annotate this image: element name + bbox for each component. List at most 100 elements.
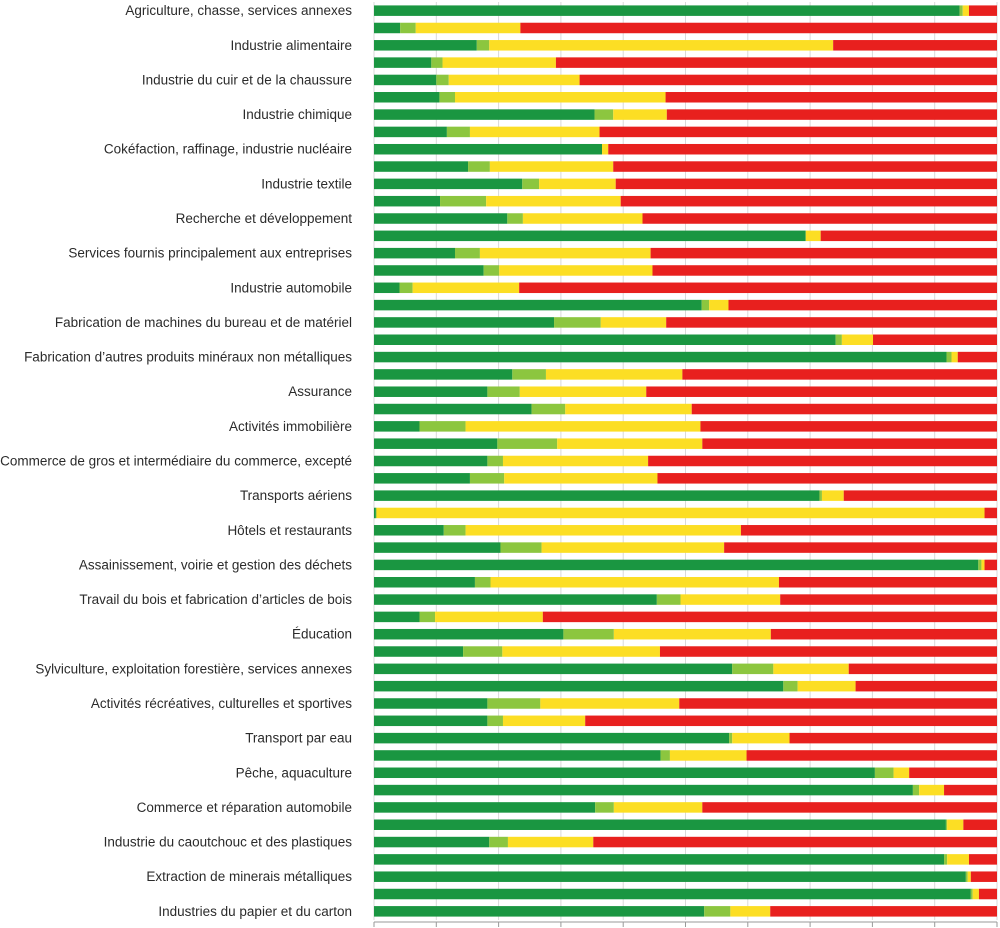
bar-segment-lightgreen xyxy=(489,836,508,848)
bar-segment-yellow xyxy=(454,92,666,103)
bar-segment-yellow xyxy=(522,213,643,224)
bar-segment-red xyxy=(978,888,997,900)
bar-segment-yellow xyxy=(962,5,969,16)
category-label: Extraction de minerais métalliques xyxy=(146,869,352,884)
bar-segment-green xyxy=(374,161,469,172)
bar-segment-green xyxy=(374,299,702,311)
bar-segment-green xyxy=(374,369,513,380)
bar-segment-red xyxy=(652,265,997,276)
bar-segment-lightgreen xyxy=(912,784,920,796)
bar-segment-red xyxy=(963,819,997,830)
category-labels: Agriculture, chasse, services annexes Ind… xyxy=(0,3,352,919)
bar-segment-lightgreen xyxy=(474,577,491,588)
bar-segment-green xyxy=(374,5,960,16)
bar-segment-yellow xyxy=(602,143,609,155)
bar-segment-green xyxy=(374,663,733,675)
category-label: Transport par eau xyxy=(245,731,352,746)
bar-segment-yellow xyxy=(841,334,874,345)
bar-segment-lightgreen xyxy=(487,386,520,397)
bar-segment-green xyxy=(374,698,488,709)
category-label: Assainissement, voirie et gestion des dé… xyxy=(79,557,352,572)
bar-segment-green xyxy=(374,490,820,501)
bar-segment-lightgreen xyxy=(469,473,505,484)
bar-segment-lightgreen xyxy=(729,732,733,744)
bar-segment-green xyxy=(374,126,447,138)
bar-segment-green xyxy=(374,317,555,328)
bar-segment-lightgreen xyxy=(944,854,948,865)
bar-segment-green xyxy=(374,646,464,657)
category-label: Industries du papier et du carton xyxy=(158,904,352,919)
bar-segment-yellow xyxy=(502,646,660,657)
bar-segment-yellow xyxy=(540,698,680,709)
bar-segment-green xyxy=(374,57,432,68)
bar-segment-red xyxy=(679,698,997,709)
bar-segment-lightgreen xyxy=(970,888,973,900)
bar-segment-lightgreen xyxy=(819,490,822,501)
bar-segment-red xyxy=(820,230,997,242)
category-label: Travail du bois et fabrication d’article… xyxy=(79,592,352,607)
bar-segment-yellow xyxy=(709,299,729,311)
bar-segment-red xyxy=(848,663,997,675)
bar-segment-green xyxy=(374,74,437,86)
bar-segment-green xyxy=(374,421,420,432)
bar-segment-yellow xyxy=(565,403,692,415)
bar-segment-green xyxy=(374,351,947,363)
bar-segment-yellow xyxy=(951,351,958,363)
bar-segment-yellow xyxy=(821,490,844,501)
bar-segment-lightgreen xyxy=(704,906,731,917)
bar-segment-lightgreen xyxy=(436,74,449,86)
category-label: Industrie chimique xyxy=(242,107,352,122)
bar-segment-yellow xyxy=(613,628,771,640)
bar-segment-lightgreen xyxy=(946,351,952,363)
bar-segment-yellow xyxy=(486,195,621,207)
bar-segment-yellow xyxy=(415,22,521,34)
bar-segment-red xyxy=(615,178,997,190)
category-label: Industrie alimentaire xyxy=(230,38,352,53)
bar-segment-red xyxy=(682,369,997,380)
bar-segment-lightgreen xyxy=(701,299,710,311)
bar-segment-lightgreen xyxy=(463,646,503,657)
bar-segment-green xyxy=(374,178,523,190)
bar-segment-green xyxy=(374,40,477,51)
bar-segment-yellow xyxy=(448,74,580,86)
bar-segment-red xyxy=(702,802,997,813)
bar-segment-lightgreen xyxy=(522,178,540,190)
bar-segment-green xyxy=(374,507,376,519)
category-label: Industrie textile xyxy=(261,176,352,191)
bar-segment-green xyxy=(374,542,501,553)
bar-segment-green xyxy=(374,109,595,120)
bar-segment-lightgreen xyxy=(783,680,798,692)
bar-segment-yellow xyxy=(981,559,985,571)
bar-segment-green xyxy=(374,525,444,536)
bar-segment-red xyxy=(984,507,997,519)
category-label: Transports aériens xyxy=(240,488,352,503)
bar-segment-lightgreen xyxy=(512,369,546,380)
bar-segment-red xyxy=(740,525,997,536)
bar-segment-green xyxy=(374,473,470,484)
x-axis xyxy=(373,921,998,927)
bar-segment-red xyxy=(770,906,997,917)
bar-segment-yellow xyxy=(967,871,971,882)
bar-segment-red xyxy=(599,126,997,138)
bar-segment-yellow xyxy=(465,525,741,536)
bar-segment-yellow xyxy=(465,421,701,432)
bar-segment-lightgreen xyxy=(454,247,480,259)
bar-segment-red xyxy=(968,854,998,865)
bar-segment-green xyxy=(374,611,420,623)
bar-segment-yellow xyxy=(502,715,586,727)
category-label: Assurance xyxy=(288,384,352,399)
bar-segment-lightgreen xyxy=(443,525,466,536)
bar-segment-green xyxy=(374,265,484,276)
bar-segment-red xyxy=(642,213,997,224)
bar-segment-yellow xyxy=(502,455,649,467)
bar-segment-red xyxy=(843,490,997,501)
bar-segment-red xyxy=(657,473,998,484)
bar-segment-yellow xyxy=(469,126,600,138)
bar-segment-lightgreen xyxy=(487,455,503,467)
bar-segment-yellow xyxy=(805,230,821,242)
bar-segment-red xyxy=(780,594,997,605)
bar-segment-red xyxy=(833,40,997,51)
bar-segment-red xyxy=(519,282,997,294)
bar-segment-lightgreen xyxy=(978,559,982,571)
bar-segment-yellow xyxy=(499,265,653,276)
